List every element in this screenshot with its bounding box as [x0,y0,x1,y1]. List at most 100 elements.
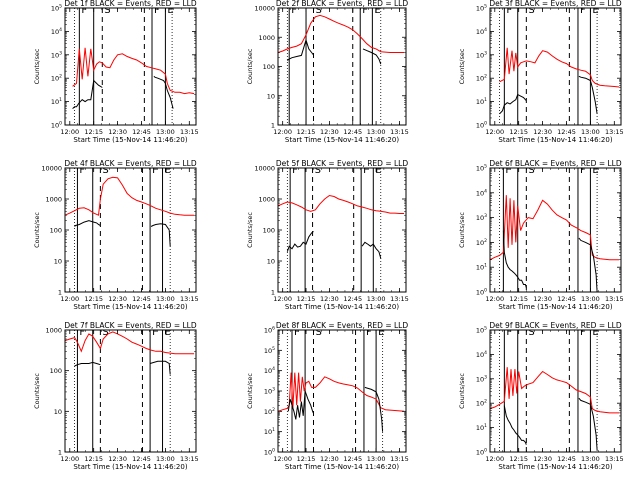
interval-marker-label: E [592,5,598,16]
interval-marker-label: F [152,327,158,338]
interval-marker-label: S [528,165,534,176]
x-tick-label: 12:15 [84,128,103,136]
x-tick-label: 12:15 [509,455,528,463]
y-tick-label: 1 [271,289,275,297]
x-tick-label: 12:45 [132,455,151,463]
x-tick-label: 12:00 [60,295,79,303]
x-tick-label: 12:15 [297,455,316,463]
x-tick-label: 13:15 [180,295,199,303]
y-axis-label: Counts/sec [33,212,41,248]
x-tick-label: 12:45 [132,128,151,136]
x-tick-label: 12:30 [533,128,552,136]
events-series-line [74,220,171,247]
y-tick-label: 103 [264,387,275,396]
x-tick-label: 12:15 [84,295,103,303]
y-tick-label: 105 [476,164,487,173]
x-tick-label: 12:45 [132,295,151,303]
lld-series-line [499,47,620,88]
interval-marker-label: F [505,165,511,176]
x-tick-label: 13:15 [605,295,624,303]
interval-marker-label: S [528,5,534,16]
x-tick-label: 12:30 [108,455,127,463]
interval-marker-label: F [291,5,297,16]
y-tick-label: 100 [263,227,275,235]
y-axis-label: Counts/sec [458,212,466,248]
interval-marker-label: F [580,165,586,176]
y-tick-label: 104 [264,366,275,375]
x-tick-label: 13:15 [180,455,199,463]
plot-frame [489,329,622,453]
plot-frame [277,167,407,293]
interval-marker-label: F [506,5,512,16]
y-tick-label: 105 [476,4,487,13]
events-series-line [502,230,598,292]
y-tick-label: 101 [476,423,487,432]
x-tick-label: 12:00 [273,128,292,136]
y-tick-label: 102 [476,399,487,408]
interval-marker-label: F [294,327,300,338]
lld-series-line [490,367,620,414]
interval-marker-label: F [292,165,298,176]
panel-title: Det 6f BLACK = Events, RED = LLD [489,159,622,168]
x-tick-label: 13:15 [180,128,199,136]
y-tick-label: 105 [264,346,275,355]
y-tick-label: 103 [476,374,487,383]
x-axis-label: Start Time (15-Nov-14 11:46:20) [73,303,187,311]
x-tick-label: 12:30 [320,295,339,303]
x-tick-label: 12:30 [533,455,552,463]
x-tick-label: 12:45 [343,295,362,303]
y-tick-label: 1000 [258,196,275,204]
y-tick-label: 103 [476,213,487,222]
lld-series-line [278,14,405,53]
x-tick-label: 12:45 [557,455,576,463]
x-tick-label: 12:45 [557,128,576,136]
y-tick-label: 102 [476,238,487,247]
x-tick-label: 13:15 [390,295,409,303]
interval-marker-label: F [81,5,87,16]
y-tick-label: 10 [54,258,62,266]
plot-frame [64,167,197,293]
y-axis-label: Counts/sec [246,212,254,248]
y-tick-label: 10000 [41,165,62,173]
y-tick-label: 100 [263,63,275,71]
x-tick-label: 12:15 [84,455,103,463]
y-tick-label: 1000 [45,327,62,335]
y-tick-label: 1000 [45,196,62,204]
lld-series-line [65,331,195,355]
y-tick-label: 10 [267,92,275,100]
plot-frame [64,329,197,453]
x-tick-label: 12:00 [485,128,504,136]
interval-marker-label: S [316,5,322,16]
panel-title: Det 8f BLACK = Events, RED = LLD [276,321,409,330]
interval-marker-label: E [165,327,171,338]
y-tick-label: 102 [264,407,275,416]
x-tick-label: 12:15 [297,295,316,303]
y-tick-label: 10 [267,258,275,266]
y-axis-label: Counts/sec [33,48,41,84]
lld-series-line [65,176,195,216]
events-series-line [286,38,382,65]
x-tick-label: 12:45 [557,295,576,303]
x-tick-label: 13:00 [156,295,175,303]
lld-series-line [278,372,405,412]
y-tick-label: 104 [476,350,487,359]
x-tick-label: 12:00 [273,455,292,463]
y-tick-label: 103 [476,50,487,59]
x-axis-label: Start Time (15-Nov-14 11:46:20) [498,303,612,311]
plot-frame [489,7,622,126]
events-series-line [72,75,174,109]
interval-marker-label: S [102,165,108,176]
y-tick-label: 100 [476,121,487,130]
y-tick-label: 104 [476,27,487,36]
x-tick-label: 13:00 [367,128,386,136]
interval-marker-label: E [165,165,171,176]
interval-marker-label: F [580,5,586,16]
panel-title: Det 2f BLACK = Events, RED = LLD [276,0,409,8]
x-tick-label: 12:15 [297,128,316,136]
panel-title: Det 5f BLACK = Events, RED = LLD [276,159,409,168]
y-axis-label: Counts/sec [246,373,254,409]
events-series-line [286,231,382,259]
